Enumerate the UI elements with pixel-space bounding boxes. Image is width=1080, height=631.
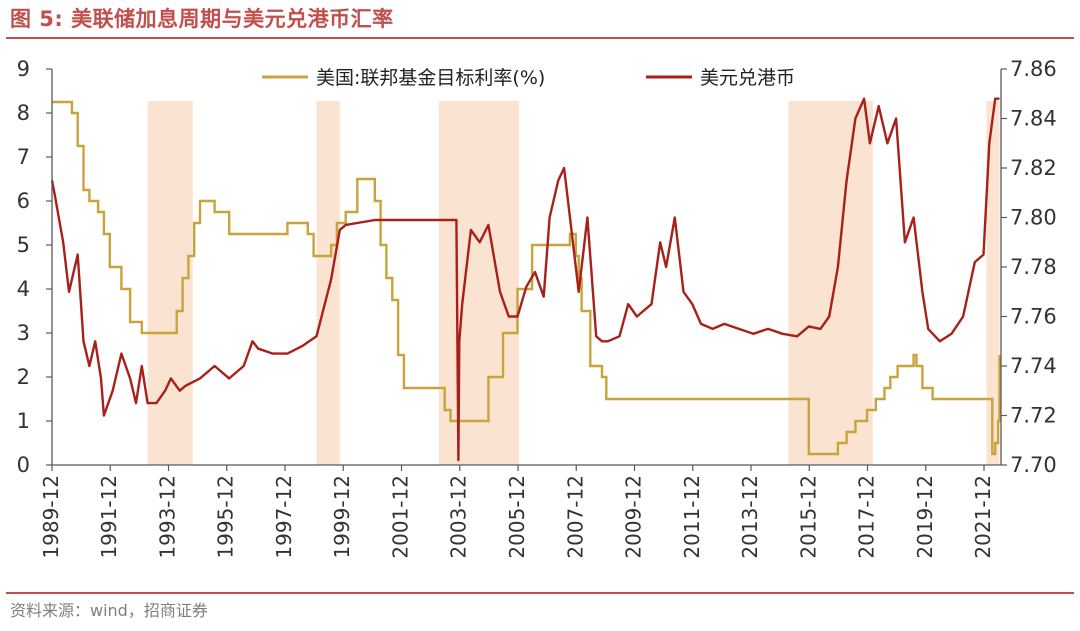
x-tick-label-5: 1999-12 [330,475,354,559]
series-line-usdhkd [50,97,1000,462]
shaded-period-4 [986,101,1000,465]
series-layer [50,97,1001,462]
y-right-tick-label-2: 7.74 [1010,354,1057,378]
y-left-tick-label-4: 4 [17,277,30,301]
y-left-tick-label-7: 7 [17,145,30,169]
source-note: 资料来源：wind，招商证券 [10,601,208,620]
y-right-tick-label-0: 7.70 [1010,453,1057,477]
y-left-tick-label-8: 8 [17,101,30,125]
x-tick-label-3: 1995-12 [214,475,238,559]
series-line-fed-rate [52,100,1001,456]
y-left-tick-label-6: 6 [17,189,30,213]
y-right-tick-label-3: 7.76 [1010,305,1057,329]
shaded-periods [147,101,1000,465]
shaded-period-2 [438,101,519,465]
footer-divider [6,592,1074,594]
legend-label-usdhkd: 美元兑港币 [700,67,795,89]
y-left-tick-label-1: 1 [17,409,30,433]
x-tick-label-7: 2003-12 [447,475,471,559]
y-right-tick-label-1: 7.72 [1010,404,1057,428]
x-tick-label-2: 1993-12 [156,475,180,559]
shaded-period-3 [788,101,873,465]
y-right-tick-label-6: 7.82 [1010,156,1057,180]
axes: 0 1 2 3 4 5 6 7 8 9 7.70 7.72 7.74 7.76 7.78 7.80 7.82 7.… [17,57,1057,559]
x-tick-label-12: 2013-12 [738,475,762,559]
x-tick-label-14: 2017-12 [855,475,879,559]
x-tick-label-1: 1991-12 [97,475,121,559]
shaded-period-1 [316,101,340,465]
x-tick-label-8: 2005-12 [505,475,529,559]
x-tick-label-4: 1997-12 [272,475,296,559]
shaded-period-0 [147,101,193,465]
x-tick-label-13: 2015-12 [796,475,820,559]
x-tick-label-6: 2001-12 [389,475,413,559]
x-tick-label-0: 1989-12 [39,475,63,559]
x-tick-label-11: 2011-12 [680,475,704,559]
y-left-tick-label-5: 5 [17,233,30,257]
y-right-tick-label-7: 7.84 [1010,107,1057,131]
chart: 0 1 2 3 4 5 6 7 8 9 7.70 7.72 7.74 7.76 7.78 7.80 7.82 7.… [17,57,1057,559]
y-right-tick-label-4: 7.78 [1010,255,1057,279]
title-divider [6,37,1074,39]
page-title: 图 5: 美联储加息周期与美元兑港币汇率 [10,7,394,31]
y-right-tick-label-8: 7.86 [1010,57,1057,81]
legend-label-fed-rate: 美国:联邦基金目标利率(%) [316,67,545,89]
y-left-tick-label-9: 9 [17,57,30,81]
y-right-tick-label-5: 7.80 [1010,206,1057,230]
y-left-tick-label-0: 0 [17,453,30,477]
x-tick-label-15: 2019-12 [913,475,937,559]
y-left-tick-label-2: 2 [17,365,30,389]
x-tick-label-9: 2007-12 [563,475,587,559]
y-left-tick-label-3: 3 [17,321,30,345]
legend: 美国:联邦基金目标利率(%) 美元兑港币 [262,67,795,89]
x-tick-label-10: 2009-12 [622,475,646,559]
x-tick-label-16: 2021-12 [971,475,995,559]
